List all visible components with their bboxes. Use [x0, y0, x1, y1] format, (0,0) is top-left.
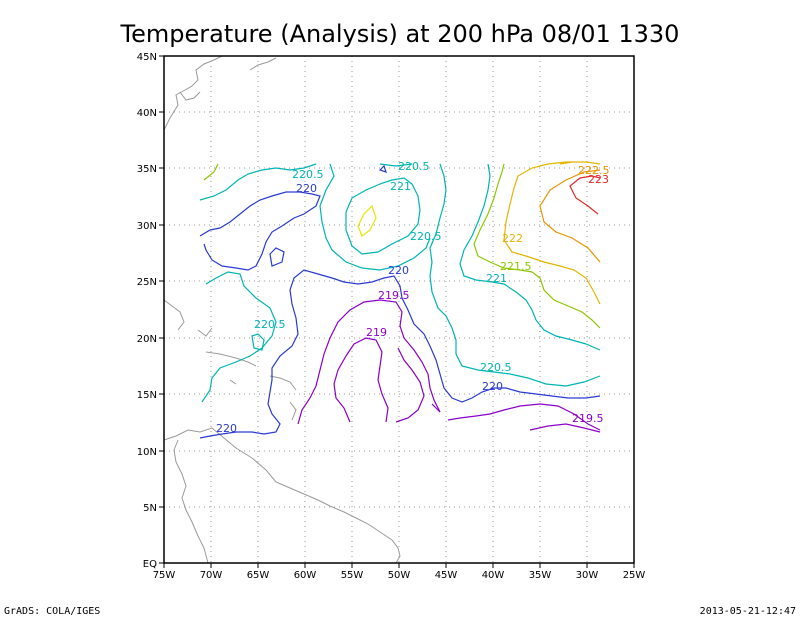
x-tick-label: 65W	[247, 570, 270, 581]
x-tick-label: 50W	[388, 570, 411, 581]
y-tick-label: EQ	[143, 559, 157, 570]
x-tick-label: 45W	[435, 570, 458, 581]
contour-label: 221	[390, 180, 411, 193]
contour-label: 220.5	[292, 168, 324, 181]
y-tick-label: 45N	[137, 52, 157, 63]
y-tick-labels: EQ 5N 10N 15N 20N 25N 30N 35N 40N 45N	[137, 52, 157, 570]
x-tick-label: 60W	[294, 570, 317, 581]
x-tick-label: 70W	[200, 570, 223, 581]
y-tick-label: 15N	[137, 390, 157, 401]
coastlines	[163, 55, 401, 564]
x-tick-label: 35W	[529, 570, 552, 581]
y-tick-label: 35N	[137, 164, 157, 175]
contour-label: 220	[216, 422, 237, 435]
y-tick-label: 40N	[137, 108, 157, 119]
contour-label: 220	[482, 380, 503, 393]
y-tick-label: 5N	[143, 503, 157, 514]
x-tick-labels: 75W 70W 65W 60W 55W 50W 45W 40W 35W 30W …	[153, 570, 646, 581]
x-tick-label: 25W	[623, 570, 646, 581]
contour-label: 222.5	[578, 164, 610, 177]
x-tick-label: 40W	[482, 570, 505, 581]
contour-label: 219	[366, 326, 387, 339]
contour-label: 221	[486, 272, 507, 285]
contour-label: 219.5	[572, 412, 604, 425]
contour-label: 221.5	[500, 260, 532, 273]
x-tick-label: 30W	[576, 570, 599, 581]
contour-label: 220.5	[410, 230, 442, 243]
contour-label: 220.5	[254, 318, 286, 331]
contour-label: 219.5	[378, 289, 410, 302]
tick-marks	[159, 55, 635, 568]
contour-label: 220	[296, 182, 317, 195]
x-tick-label: 55W	[341, 570, 364, 581]
contour-lines	[199, 161, 601, 439]
grid-lines	[164, 56, 634, 563]
footer-timestamp: 2013-05-21-12:47	[700, 606, 796, 617]
contour-label: 220	[388, 264, 409, 277]
y-tick-label: 20N	[137, 334, 157, 345]
contour-label: 220.5	[398, 160, 430, 173]
footer-credit: GrADS: COLA/IGES	[4, 606, 100, 617]
contour-label: 220.5	[480, 361, 512, 374]
map-title: Temperature (Analysis) at 200 hPa 08/01 …	[120, 20, 680, 48]
contour-label: 223	[588, 173, 609, 186]
y-tick-label: 10N	[137, 447, 157, 458]
x-tick-label: 75W	[153, 570, 176, 581]
y-tick-label: 30N	[137, 221, 157, 232]
contour-label: 222	[502, 232, 523, 245]
contour-labels: 220.5 220 220.5 221 220.5 220 219.5 219 …	[216, 160, 610, 435]
y-tick-label: 25N	[137, 277, 157, 288]
